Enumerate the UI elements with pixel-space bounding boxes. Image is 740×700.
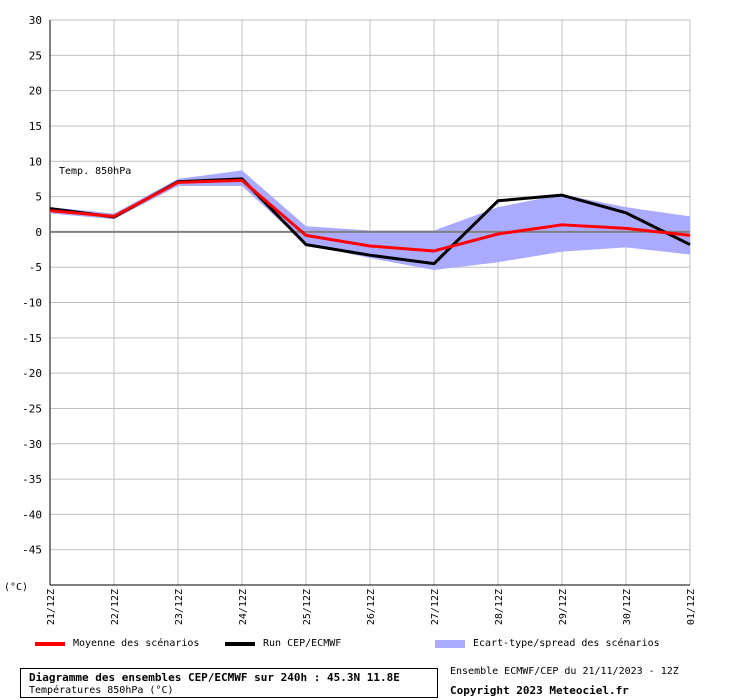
chart-annotation: Temp. 850hPa [59,166,131,177]
legend-label-run: Run CEP/ECMWF [263,638,342,649]
spread-band-layer [50,170,690,271]
y-tick-label: -25 [22,402,42,415]
y-tick-label: 10 [29,155,42,168]
ensemble-chart: 30 25 20 15 10 5 0 -5 -10 -15 -20 -25 -30 -35 -40 -45 2… [4,14,697,625]
y-tick-label: 0 [35,226,42,239]
y-tick-label: -10 [22,297,42,310]
y-tick-label: 30 [29,14,42,27]
legend-swatch-spread [435,639,465,648]
series-line-mean [49,178,691,253]
legend-swatch-run [225,641,255,646]
legend: Moyenne des scénarios Run CEP/ECMWF Ecar… [0,638,740,656]
legend-label-spread: Ecart-type/spread des scénarios [473,638,660,649]
x-tick-label: 23/12Z [174,589,185,625]
y-tick-label: 25 [29,49,42,62]
footer-title-box: Diagramme des ensembles CEP/ECMWF sur 24… [20,668,438,698]
legend-item-mean: Moyenne des scénarios [35,638,199,649]
x-tick-label: 01/12Z [686,589,697,625]
spread-band [50,170,690,271]
legend-item-run: Run CEP/ECMWF [225,638,341,649]
y-tick-label: -20 [22,367,42,380]
y-tick-label: 15 [29,120,42,133]
y-tick-label: -40 [22,508,42,521]
series-lines-layer [49,177,691,266]
legend-label-mean: Moyenne des scénarios [73,638,200,649]
y-tick-label: 20 [29,85,42,98]
x-tick-label: 21/12Z [46,589,57,625]
y-tick-label: -30 [22,438,42,451]
y-tick-labels: 30 25 20 15 10 5 0 -5 -10 -15 -20 -25 -30 -35 -40 -45 [22,14,42,557]
x-tick-label: 22/12Z [110,589,121,625]
y-unit-label: (°C) [4,582,28,593]
x-tick-label: 27/12Z [430,589,441,625]
copyright: Copyright 2023 Meteociel.fr [450,684,629,697]
y-tick-label: -5 [29,261,42,274]
x-tick-label: 29/12Z [558,589,569,625]
y-tick-label: -15 [22,332,42,345]
y-tick-label: -45 [22,544,42,557]
y-tick-label: 5 [35,191,42,204]
y-tick-label: -35 [22,473,42,486]
x-tick-label: 28/12Z [494,589,505,625]
legend-item-spread: Ecart-type/spread des scénarios [435,638,660,649]
x-tick-label: 25/12Z [302,589,313,625]
footer-subtitle: Températures 850hPa (°C) [29,685,174,696]
footer-title: Diagramme des ensembles CEP/ECMWF sur 24… [29,671,400,684]
run-info: Ensemble ECMWF/CEP du 21/11/2023 - 12Z [450,666,679,677]
x-tick-label: 24/12Z [238,589,249,625]
x-tick-labels: 21/12Z 22/12Z 23/12Z 24/12Z 25/12Z 26/12Z 27/1… [46,589,697,625]
x-tick-label: 30/12Z [622,589,633,625]
legend-swatch-mean [35,641,65,646]
x-tick-label: 26/12Z [366,589,377,625]
chart-grid [49,19,691,586]
